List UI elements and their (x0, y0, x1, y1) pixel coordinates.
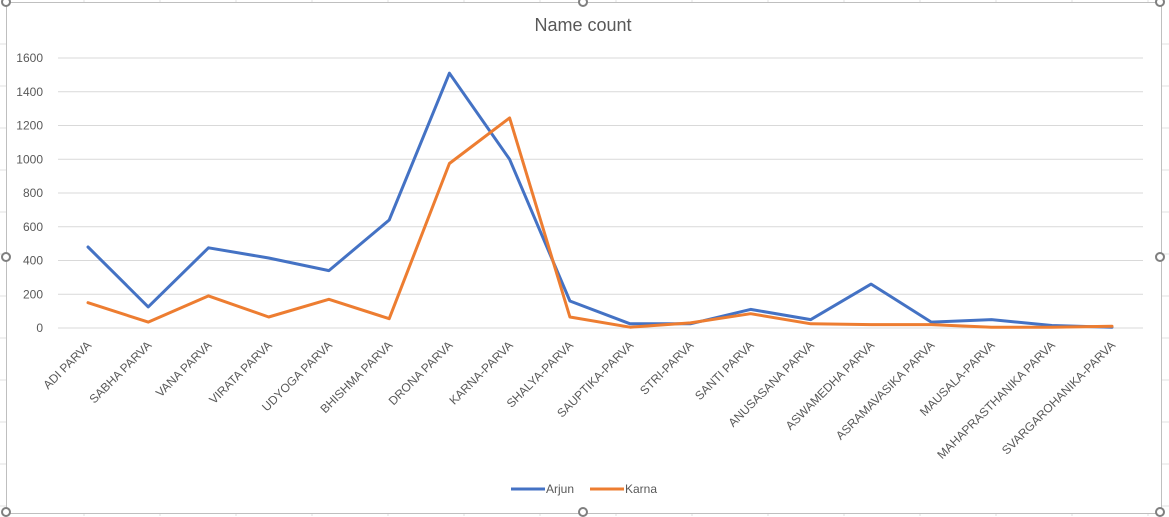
x-tick-label: KARNA-PARVA (446, 338, 515, 407)
x-tick-label: SABHA PARVA (86, 338, 154, 406)
legend-label-arjun: Arjun (546, 482, 574, 496)
y-tick-label: 1400 (16, 85, 43, 99)
resize-handle-top-left[interactable] (1, 0, 11, 7)
y-tick-label: 800 (23, 186, 43, 200)
resize-handle-middle-left[interactable] (1, 252, 11, 262)
resize-handle-top-center[interactable] (578, 0, 588, 7)
series-lines (86, 71, 1114, 329)
x-tick-label: DRONA PARVA (386, 338, 456, 408)
gridlines (58, 57, 1143, 329)
series-line-arjun (86, 71, 1114, 329)
legend-label-karna: Karna (625, 482, 657, 496)
y-tick-label: 1000 (16, 152, 43, 166)
resize-handle-top-right[interactable] (1155, 0, 1165, 7)
x-tick-label: MAHAPRASTHANIKA PARVA (934, 338, 1058, 462)
x-tick-label: VANA PARVA (153, 338, 215, 400)
y-tick-label: 400 (23, 254, 43, 268)
y-tick-label: 0 (36, 321, 43, 335)
x-tick-label: VIRATA PARVA (206, 338, 275, 407)
series-line-karna (86, 116, 1114, 329)
x-tick-label: SANTI PARVA (692, 338, 757, 403)
x-tick-label: SVARGAROHANIKA-PARVA (999, 338, 1118, 457)
y-axis-ticks: 0 200 400 600 800 1000 1200 1400 1600 (16, 51, 43, 335)
x-tick-label: STRI-PARVA (637, 338, 696, 397)
resize-handle-middle-right[interactable] (1155, 252, 1165, 262)
legend: Arjun Karna (511, 482, 657, 496)
y-tick-label: 600 (23, 220, 43, 234)
y-tick-label: 1600 (16, 51, 43, 65)
y-tick-label: 200 (23, 287, 43, 301)
x-tick-label: ASRAMAVASIKA PARVA (833, 338, 937, 442)
x-tick-label: ADI PARVA (40, 338, 94, 392)
chart-title: Name count (534, 15, 631, 35)
y-tick-label: 1200 (16, 119, 43, 133)
